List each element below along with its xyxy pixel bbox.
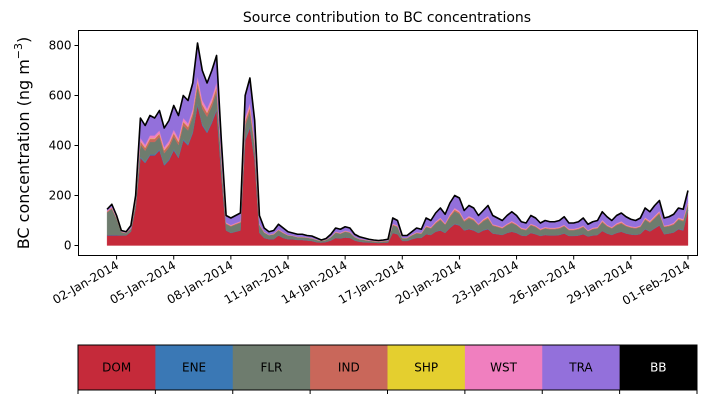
legend-label-ind: IND [338, 361, 360, 375]
y-tick-label: 800 [49, 39, 72, 53]
total-line [106, 42, 689, 242]
plot-area [78, 30, 698, 256]
legend-swatch-ene [155, 345, 234, 390]
legend-colorbar: DOM ENE FLR IND SHP WST TRA BB [77, 344, 698, 394]
legend-swatch-shp [387, 345, 466, 390]
y-axis-label: BC concentration (ng m−3) [12, 37, 33, 250]
legend-swatch-dom [78, 345, 156, 390]
legend-swatch-ind [310, 345, 388, 390]
y-axis-label-main: BC concentration (ng m [14, 59, 33, 249]
legend-label-shp: SHP [414, 361, 438, 375]
legend-label-flr: FLR [260, 361, 282, 375]
chart-title: Source contribution to BC concentrations [243, 10, 531, 26]
legend-swatch-wst [464, 345, 543, 390]
legend-label-ene: ENE [182, 361, 206, 375]
legend-swatch-bb [619, 345, 698, 390]
x-axis: 02-Jan-201405-Jan-201408-Jan-201411-Jan-… [50, 255, 692, 308]
y-tick-label: 400 [49, 139, 72, 153]
legend-swatch-flr [232, 345, 311, 390]
legend-label-bb: BB [650, 361, 666, 375]
legend-swatch-tra [542, 345, 621, 390]
stacked-areas [106, 42, 689, 246]
legend-label-dom: DOM [102, 361, 131, 375]
y-tick-label: 200 [49, 189, 72, 203]
y-axis-label-sup: −3 [12, 43, 25, 59]
y-tick-label: 600 [49, 89, 72, 103]
y-axis-label-close: ) [14, 37, 33, 43]
y-axis: 0 200 400 600 800 [49, 39, 79, 253]
legend-label-wst: WST [490, 361, 517, 375]
plot-frame [78, 30, 698, 256]
legend-label-tra: TRA [568, 361, 593, 375]
y-tick-label: 0 [64, 239, 72, 253]
